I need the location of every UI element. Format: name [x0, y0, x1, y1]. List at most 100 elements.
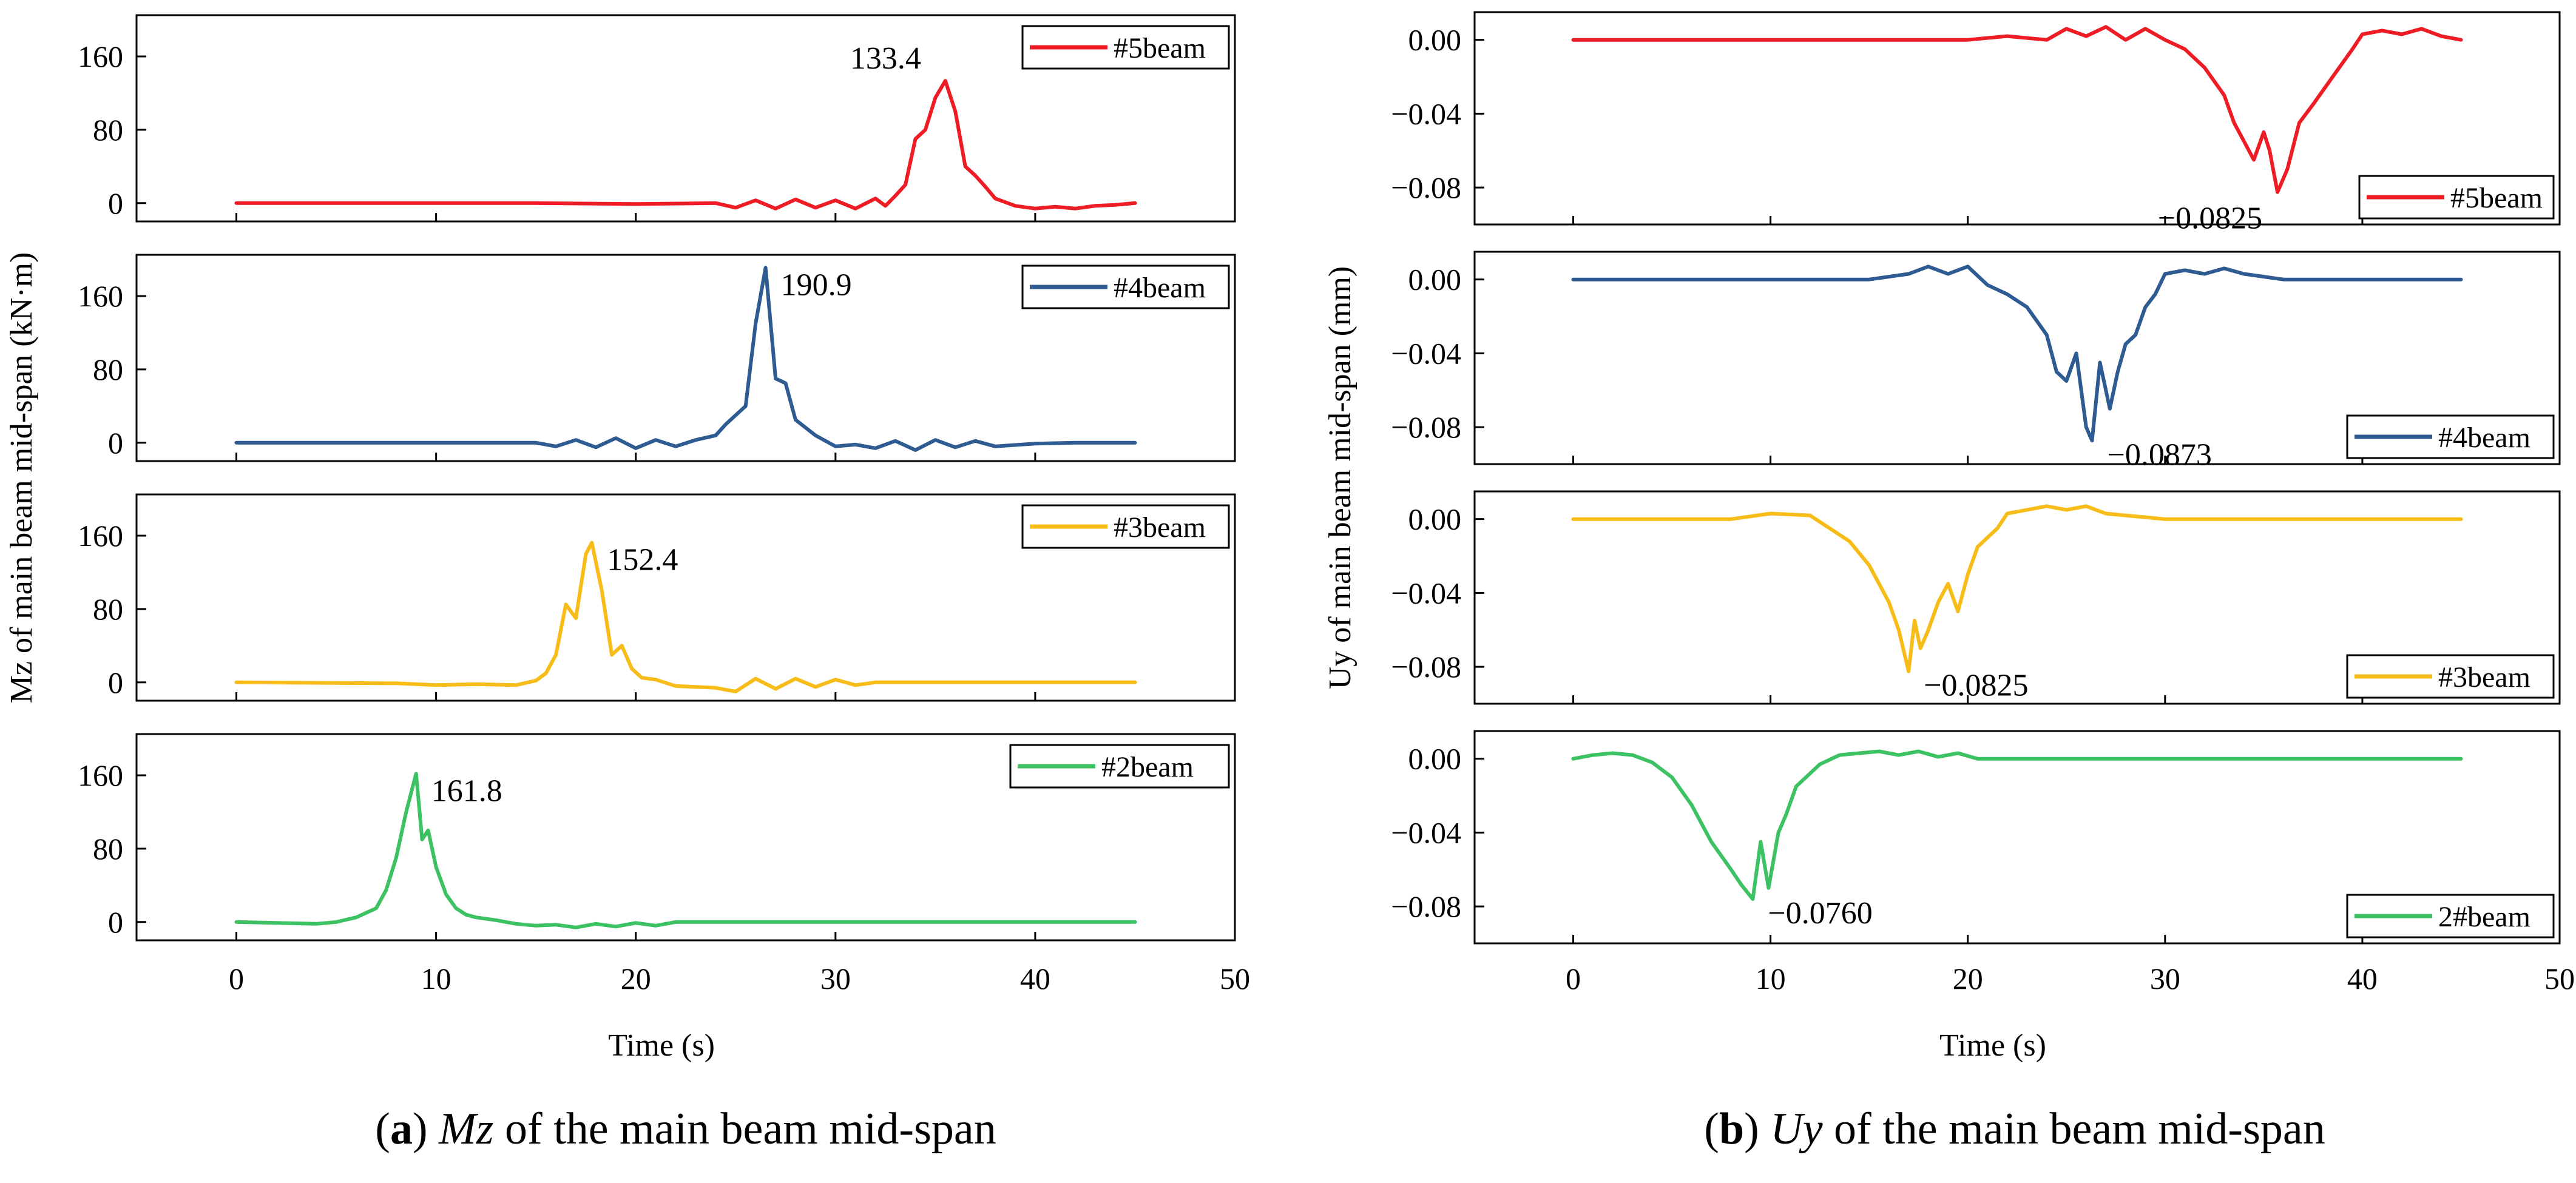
caption-close: )	[413, 1104, 439, 1154]
x-tick-label: 10	[421, 962, 451, 996]
caption-bold-letter: b	[1719, 1104, 1744, 1154]
y-tick-label: 0.00	[1408, 742, 1462, 776]
caption: (a) Mz of the main beam mid-span	[375, 1104, 996, 1154]
caption-close: )	[1744, 1104, 1770, 1154]
legend-label: #4beam	[1114, 272, 1206, 304]
y-tick-label: −0.04	[1391, 96, 1461, 130]
y-tick-label: −0.04	[1391, 336, 1461, 370]
x-tick-label: 10	[1756, 962, 1786, 996]
y-tick-label: 0	[108, 186, 123, 220]
y-tick-label: −0.08	[1391, 170, 1461, 204]
plot-frame	[1473, 11, 2561, 226]
x-tick-label: 20	[1953, 962, 1983, 996]
y-tick-label: 80	[93, 113, 123, 147]
y-tick-label: −0.08	[1391, 889, 1461, 923]
x-axis-title: Time (s)	[1939, 1028, 2046, 1063]
caption-rest: of the main beam mid-span	[494, 1104, 996, 1154]
plot-frame	[1473, 251, 2561, 465]
plot-frame	[135, 733, 1236, 942]
legend-label: 2#beam	[2438, 901, 2530, 933]
peak-label: −0.0825	[2158, 201, 2262, 236]
x-tick-label: 50	[2544, 962, 2575, 996]
series-line-5beam	[234, 79, 1137, 211]
peak-label: 152.4	[607, 542, 678, 577]
y-axis-title: Uy of main beam mid-span (mm)	[1323, 266, 1357, 690]
panel-b: 0.00 −0.04 −0.08 −0.0825 #5beam 0.00 −0.04 −0.0…	[1323, 11, 2575, 1154]
legend: #2beam	[1009, 744, 1230, 789]
subplot-a-3: 0 80 160 152.4 #3beam	[78, 493, 1236, 702]
y-tick-label: 160	[78, 519, 123, 553]
x-tick-label: 50	[1220, 962, 1250, 996]
y-tick-label: 160	[78, 758, 123, 792]
caption-open: (	[375, 1104, 390, 1154]
x-tick-label: 20	[621, 962, 651, 996]
legend: #4beam	[1021, 265, 1230, 309]
plot-frame	[1473, 730, 2561, 945]
x-tick-label: 40	[1020, 962, 1050, 996]
y-tick-label: 0	[108, 426, 123, 460]
legend: #4beam	[2346, 414, 2555, 459]
legend-label: #5beam	[1114, 32, 1206, 64]
y-tick-label: −0.04	[1391, 815, 1461, 849]
x-tick-label: 30	[2150, 962, 2180, 996]
caption-bold-letter: a	[390, 1104, 413, 1154]
series-line-4beam	[234, 266, 1137, 452]
legend-label: #5beam	[2450, 182, 2543, 214]
series-line-4beam	[1571, 265, 2463, 443]
y-tick-label: 0.00	[1408, 263, 1462, 297]
series-line-2beam	[234, 772, 1137, 929]
caption-open: (	[1704, 1104, 1719, 1154]
legend: 2#beam	[2346, 894, 2555, 939]
plot-frame	[1473, 490, 2561, 705]
x-tick-label: 0	[229, 962, 244, 996]
legend-box	[1021, 25, 1230, 70]
subplot-b-4: 0.00 −0.04 −0.08 −0.0760 2#beam	[1391, 730, 2561, 945]
y-tick-label: 160	[78, 279, 123, 313]
subplot-b-1: 0.00 −0.04 −0.08 −0.0825 #5beam	[1391, 11, 2561, 236]
series-line-3beam	[1571, 504, 2463, 673]
legend: #5beam	[1021, 25, 1230, 70]
legend-label: #4beam	[2438, 422, 2530, 454]
caption: (b) Uy of the main beam mid-span	[1704, 1104, 2325, 1154]
caption-variable: Mz	[438, 1104, 493, 1154]
subplot-b-3: 0.00 −0.04 −0.08 −0.0825 #3beam	[1391, 490, 2561, 705]
plot-frame	[135, 14, 1236, 223]
peak-label: −0.0760	[1768, 896, 1872, 931]
x-tick-label: 30	[820, 962, 851, 996]
subplot-a-2: 0 80 160 190.9 #4beam	[78, 254, 1236, 462]
subplot-a-1: 0 80 160 133.4 #5beam	[78, 14, 1236, 223]
subplot-a-4: 0 80 160 161.8 #2beam	[78, 733, 1236, 942]
y-tick-label: 0	[108, 666, 123, 699]
y-tick-label: 0.00	[1408, 23, 1462, 57]
subplot-b-2: 0.00 −0.04 −0.08 −0.0873 #4beam	[1391, 251, 2561, 472]
y-tick-label: 80	[93, 352, 123, 386]
series-line-3beam	[234, 541, 1137, 693]
y-tick-label: 80	[93, 832, 123, 866]
legend-label: #3beam	[1114, 511, 1206, 544]
y-tick-label: 0	[108, 905, 123, 939]
y-tick-label: −0.08	[1391, 410, 1461, 444]
peak-label: −0.0873	[2108, 437, 2212, 472]
y-tick-label: 160	[78, 39, 123, 73]
plot-frame	[135, 493, 1236, 702]
panel-a: 0 80 160 133.4 #5beam 0 80 160 190.9 #4beam 0 80 160…	[4, 14, 1250, 1154]
y-tick-label: 80	[93, 592, 123, 626]
series-line-5beam	[1571, 25, 2463, 194]
x-axis-title: Time (s)	[608, 1028, 715, 1063]
x-tick-label: 0	[1566, 962, 1581, 996]
y-tick-label: −0.08	[1391, 650, 1461, 684]
y-tick-label: −0.04	[1391, 576, 1461, 610]
peak-label: −0.0825	[1924, 669, 2028, 703]
peak-label: 161.8	[431, 774, 502, 808]
legend-label: #2beam	[1101, 751, 1194, 783]
peak-label: 190.9	[781, 268, 852, 302]
legend: #5beam	[2358, 175, 2555, 220]
legend: #3beam	[2346, 654, 2555, 699]
plot-frame	[135, 254, 1236, 462]
caption-rest: of the main beam mid-span	[1823, 1104, 2325, 1154]
y-axis-title: Mz of main beam mid-span (kN·m)	[4, 252, 39, 704]
caption-variable: Uy	[1770, 1104, 1822, 1154]
legend: #3beam	[1021, 504, 1230, 549]
series-line-2beam	[1571, 749, 2463, 901]
